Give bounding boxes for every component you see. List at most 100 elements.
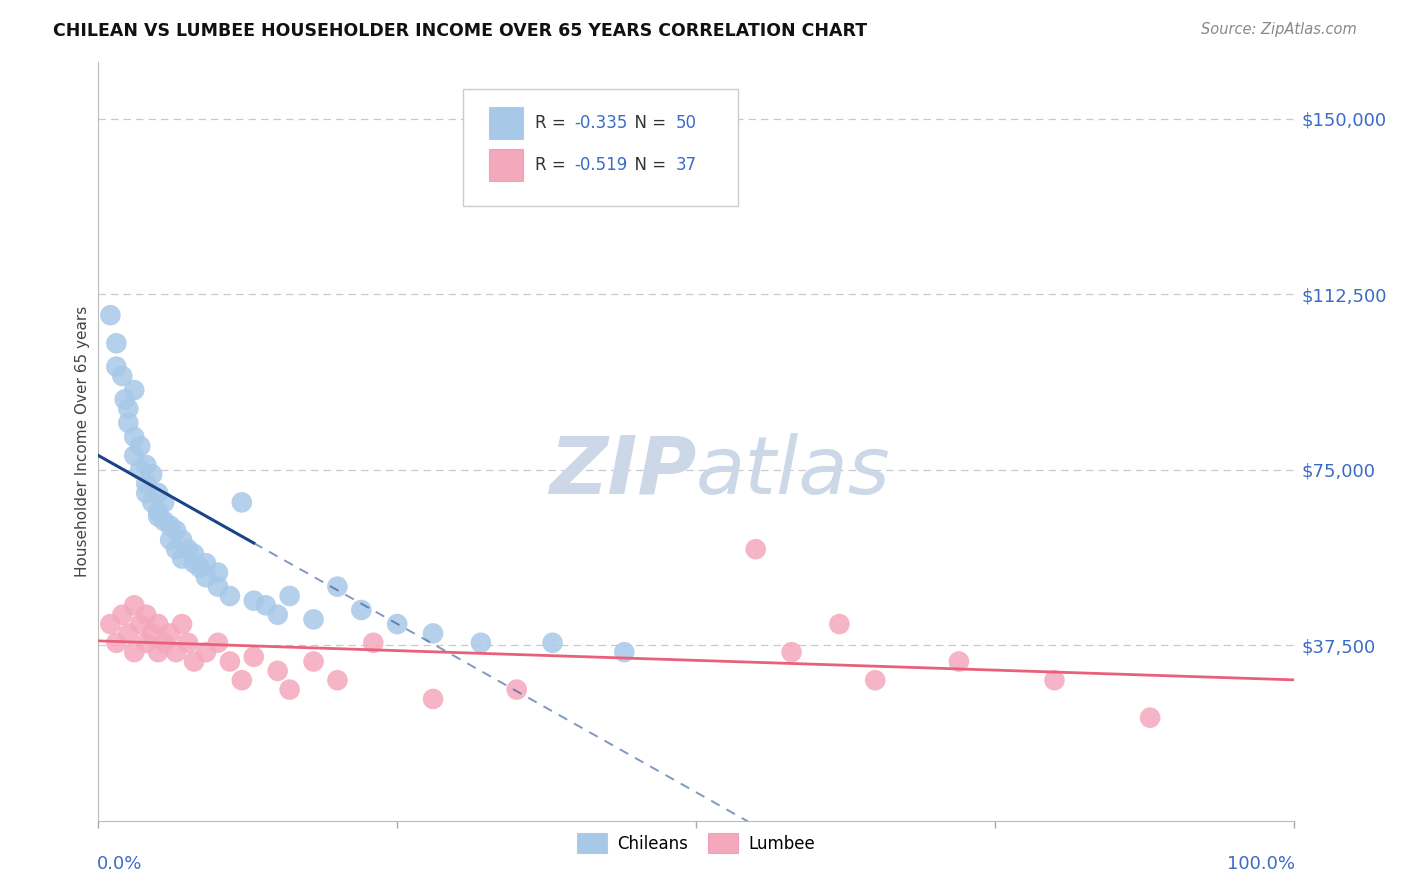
- Point: [124, 599, 146, 613]
- Point: [183, 556, 205, 570]
- Point: [207, 580, 229, 594]
- FancyBboxPatch shape: [489, 149, 523, 181]
- Point: [207, 566, 229, 580]
- Text: Source: ZipAtlas.com: Source: ZipAtlas.com: [1201, 22, 1357, 37]
- Point: [124, 645, 146, 659]
- Text: N =: N =: [624, 156, 672, 174]
- Point: [385, 617, 409, 632]
- Point: [148, 505, 170, 519]
- Point: [195, 645, 218, 659]
- Text: 37: 37: [676, 156, 697, 174]
- Point: [141, 495, 163, 509]
- Point: [195, 570, 218, 584]
- Point: [243, 649, 266, 664]
- Point: [159, 626, 181, 640]
- Point: [105, 336, 128, 351]
- Point: [117, 401, 139, 416]
- Point: [177, 636, 200, 650]
- Point: [267, 607, 290, 622]
- Text: -0.519: -0.519: [574, 156, 627, 174]
- Text: 0.0%: 0.0%: [97, 855, 142, 872]
- Text: N =: N =: [624, 114, 672, 132]
- Point: [105, 636, 128, 650]
- Point: [141, 626, 163, 640]
- Point: [135, 476, 157, 491]
- Point: [470, 636, 492, 650]
- Point: [207, 636, 229, 650]
- Legend: Chileans, Lumbee: Chileans, Lumbee: [571, 827, 821, 859]
- Point: [613, 645, 636, 659]
- Point: [165, 542, 187, 557]
- Point: [111, 369, 134, 384]
- Point: [165, 645, 187, 659]
- Point: [865, 673, 887, 688]
- Point: [172, 551, 194, 566]
- Point: [148, 486, 170, 500]
- Point: [278, 589, 301, 603]
- Point: [129, 462, 152, 476]
- Text: -0.335: -0.335: [574, 114, 627, 132]
- Point: [129, 439, 152, 453]
- Text: R =: R =: [534, 114, 571, 132]
- Point: [124, 383, 146, 397]
- Point: [183, 547, 205, 561]
- Point: [124, 449, 146, 463]
- Point: [745, 542, 768, 557]
- Point: [165, 524, 187, 538]
- Point: [148, 509, 170, 524]
- Point: [254, 599, 277, 613]
- Point: [98, 617, 122, 632]
- Point: [541, 636, 564, 650]
- Point: [172, 533, 194, 547]
- Point: [1043, 673, 1066, 688]
- Point: [135, 458, 157, 472]
- Point: [148, 617, 170, 632]
- Point: [153, 495, 176, 509]
- Point: [350, 603, 373, 617]
- Point: [302, 612, 325, 626]
- Point: [219, 655, 242, 669]
- Point: [780, 645, 803, 659]
- Point: [135, 607, 157, 622]
- Point: [363, 636, 385, 650]
- Point: [231, 673, 253, 688]
- Point: [219, 589, 242, 603]
- Point: [153, 636, 176, 650]
- Point: [159, 533, 181, 547]
- Text: CHILEAN VS LUMBEE HOUSEHOLDER INCOME OVER 65 YEARS CORRELATION CHART: CHILEAN VS LUMBEE HOUSEHOLDER INCOME OVE…: [53, 22, 868, 40]
- Text: ZIP: ZIP: [548, 433, 696, 511]
- Point: [267, 664, 290, 678]
- Point: [188, 561, 211, 575]
- Point: [948, 655, 970, 669]
- Point: [177, 542, 200, 557]
- Point: [114, 392, 136, 407]
- Point: [159, 518, 181, 533]
- Text: R =: R =: [534, 156, 571, 174]
- Y-axis label: Householder Income Over 65 years: Householder Income Over 65 years: [75, 306, 90, 577]
- Point: [141, 467, 163, 482]
- Point: [148, 645, 170, 659]
- Point: [422, 692, 444, 706]
- Point: [302, 655, 325, 669]
- Point: [117, 416, 139, 430]
- Point: [111, 607, 134, 622]
- Point: [243, 593, 266, 607]
- Point: [135, 636, 157, 650]
- Point: [135, 486, 157, 500]
- Point: [183, 655, 205, 669]
- Point: [1139, 711, 1161, 725]
- Point: [195, 556, 218, 570]
- FancyBboxPatch shape: [463, 89, 738, 207]
- Point: [117, 626, 139, 640]
- FancyBboxPatch shape: [489, 107, 523, 139]
- Text: 100.0%: 100.0%: [1226, 855, 1295, 872]
- Point: [105, 359, 128, 374]
- Point: [98, 308, 122, 322]
- Point: [326, 580, 349, 594]
- Point: [172, 617, 194, 632]
- Point: [422, 626, 444, 640]
- Point: [828, 617, 851, 632]
- Point: [124, 430, 146, 444]
- Point: [231, 495, 253, 509]
- Point: [506, 682, 529, 697]
